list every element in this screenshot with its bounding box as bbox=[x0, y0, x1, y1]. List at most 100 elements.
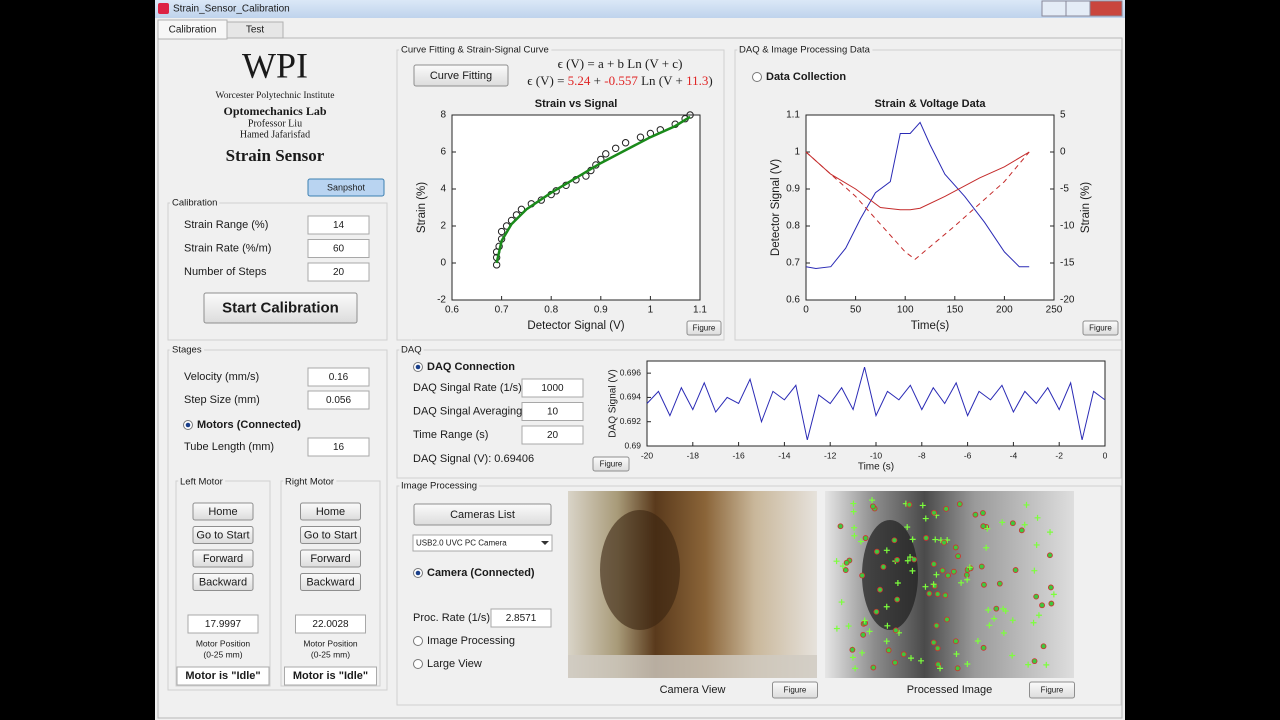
figure-button[interactable]: Figure bbox=[1082, 320, 1119, 336]
x-tick-label: 0 bbox=[1103, 450, 1108, 460]
y-tick-label: 0.8 bbox=[786, 221, 800, 232]
y-tick-label: 1 bbox=[794, 147, 800, 158]
radio[interactable]: Camera (Connected) bbox=[413, 567, 535, 579]
tab-label: Test bbox=[246, 25, 265, 36]
motor-button[interactable]: Go to Start bbox=[300, 526, 361, 544]
x-tick-label: 0.6 bbox=[445, 305, 459, 316]
feature-circle bbox=[880, 564, 887, 570]
motor-button[interactable]: Home bbox=[192, 502, 254, 521]
input[interactable]: 2.8571 bbox=[490, 608, 552, 628]
feature-circle bbox=[993, 605, 1000, 612]
figure-button[interactable]: Figure bbox=[686, 320, 722, 336]
radio[interactable]: Large View bbox=[413, 658, 482, 670]
feature-plus bbox=[833, 625, 840, 632]
camera-dropdown[interactable]: USB2.0 UVC PC Camera bbox=[412, 534, 553, 552]
feature-plus bbox=[904, 524, 911, 531]
radio-label: DAQ Connection bbox=[427, 361, 515, 373]
motor-button[interactable]: Forward bbox=[192, 549, 254, 568]
y-tick-label: 0.6 bbox=[786, 295, 800, 306]
input-box bbox=[187, 614, 259, 634]
feature-circle bbox=[934, 591, 941, 597]
input[interactable]: 20 bbox=[521, 425, 584, 445]
radio[interactable]: Motors (Connected) bbox=[183, 419, 302, 431]
motor-status: Motor is "Idle" bbox=[185, 670, 260, 682]
x-tick-label: -12 bbox=[824, 450, 837, 460]
input[interactable]: 10 bbox=[521, 402, 584, 421]
input-value: 0.16 bbox=[329, 372, 349, 383]
feature-circle bbox=[1033, 593, 1040, 600]
tab[interactable]: Test bbox=[226, 21, 284, 39]
input[interactable]: 0.16 bbox=[307, 367, 370, 387]
tab-face bbox=[226, 21, 284, 39]
input-box bbox=[307, 262, 370, 282]
minimize-button[interactable] bbox=[1041, 0, 1067, 17]
feature-circle bbox=[1009, 520, 1016, 527]
dropdown-arrow bbox=[541, 541, 549, 545]
start-calibration-button[interactable]: Start Calibration bbox=[203, 292, 358, 324]
x-tick-label: -2 bbox=[1055, 450, 1063, 460]
motor-button[interactable]: Home bbox=[300, 502, 361, 521]
professor: Professor Liu bbox=[248, 118, 302, 129]
feature-plus bbox=[966, 564, 973, 571]
input[interactable]: 16 bbox=[307, 437, 370, 457]
figure-button[interactable]: Figure bbox=[772, 681, 818, 699]
input[interactable]: 0.056 bbox=[307, 390, 370, 410]
y2-tick-label: 0 bbox=[1060, 147, 1066, 158]
field-label: DAQ Singal Averaging bbox=[413, 405, 522, 417]
feature-plus bbox=[857, 538, 864, 545]
input[interactable]: 20 bbox=[307, 262, 370, 282]
input[interactable]: 60 bbox=[307, 239, 370, 258]
input-value: 17.9997 bbox=[205, 619, 242, 630]
feature-plus bbox=[974, 638, 981, 645]
feature-plus bbox=[1021, 521, 1028, 528]
fit-part: 5.24 bbox=[568, 73, 591, 88]
feature-circle bbox=[930, 639, 937, 646]
tab[interactable]: Calibration bbox=[157, 19, 228, 40]
position-input[interactable]: 22.0028 bbox=[295, 614, 366, 634]
fit-part: 11.3 bbox=[686, 73, 708, 88]
radio[interactable]: DAQ Connection bbox=[413, 361, 516, 373]
button-label: Go to Start bbox=[304, 529, 357, 541]
feature-plus bbox=[894, 580, 901, 587]
feature-plus bbox=[953, 651, 960, 658]
feature-circle bbox=[952, 544, 959, 551]
snapshot-button[interactable]: Sanpshot bbox=[307, 178, 385, 197]
position-input[interactable]: 17.9997 bbox=[187, 614, 259, 634]
radio[interactable]: Image Processing bbox=[413, 635, 516, 647]
motor-button[interactable]: Backward bbox=[300, 573, 361, 591]
feature-circle bbox=[900, 651, 907, 658]
motor-button[interactable]: Go to Start bbox=[192, 526, 254, 544]
x-tick-label: 1 bbox=[648, 305, 654, 316]
figure-button[interactable]: Figure bbox=[1029, 681, 1075, 699]
equation: ϵ (V) = a + b Ln (V + c) bbox=[558, 56, 683, 71]
motor-button[interactable]: Backward bbox=[192, 573, 254, 591]
curve-fitting-button[interactable]: Curve Fitting bbox=[413, 64, 509, 87]
input[interactable]: 14 bbox=[307, 215, 370, 235]
field-label: Velocity (mm/s) bbox=[184, 371, 259, 383]
x-axis-label: Detector Signal (V) bbox=[527, 320, 624, 332]
button-face bbox=[307, 178, 385, 197]
input[interactable]: 1000 bbox=[521, 378, 584, 398]
feature-circle bbox=[1040, 643, 1047, 650]
maximize-button[interactable] bbox=[1065, 0, 1091, 17]
feature-plus bbox=[918, 657, 925, 664]
button-face bbox=[413, 64, 509, 87]
y2-axis-label: Strain (%) bbox=[1080, 182, 1092, 233]
position-label: Motor Position bbox=[303, 638, 358, 648]
feature-circle bbox=[870, 664, 877, 671]
radio[interactable]: Data Collection bbox=[752, 71, 847, 83]
input-box bbox=[521, 378, 584, 398]
image-caption: Camera View bbox=[660, 684, 726, 696]
field-label: Strain Rate (%/m) bbox=[184, 242, 271, 254]
feature-circle bbox=[1039, 602, 1045, 609]
feature-circle bbox=[894, 596, 901, 603]
cameras-list-button[interactable]: Cameras List bbox=[413, 503, 552, 526]
series-line bbox=[805, 151, 1030, 260]
close-button[interactable] bbox=[1089, 0, 1123, 17]
figure-button[interactable]: Figure bbox=[592, 456, 630, 472]
motor-button[interactable]: Forward bbox=[300, 549, 361, 568]
series-line bbox=[805, 151, 1030, 211]
y-axis-label: Detector Signal (V) bbox=[770, 159, 782, 256]
button-label: Cameras List bbox=[450, 509, 515, 521]
field-label: Tube Length (mm) bbox=[184, 441, 274, 453]
